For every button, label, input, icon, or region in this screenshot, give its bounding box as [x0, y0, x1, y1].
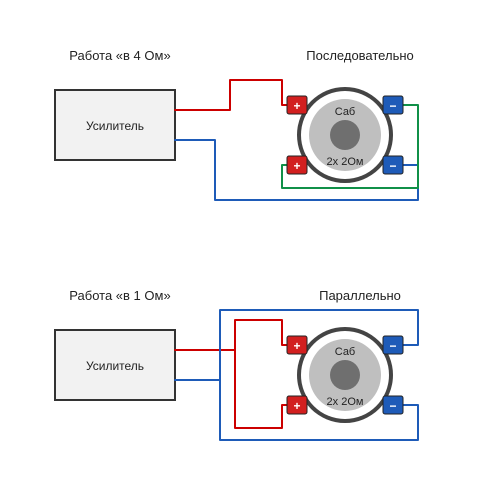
terminal-minus: −: [389, 159, 396, 173]
wire-pos-bottom: [235, 350, 297, 428]
wiring-diagram: Работа «в 4 Ом» Последовательно Усилитель С…: [55, 48, 418, 200]
terminal-plus: +: [293, 399, 300, 413]
wiring-diagram: Работа «в 1 Ом» Параллельно Усилитель Саб 2х…: [55, 288, 418, 440]
wire-amp-pos: [175, 80, 297, 110]
terminal-minus: −: [389, 99, 396, 113]
speaker-label-bottom: 2х 2Ом: [327, 156, 364, 168]
terminal-minus: −: [389, 339, 396, 353]
wiring-mode-label: Параллельно: [319, 288, 401, 303]
terminal-plus: +: [293, 159, 300, 173]
amplifier-label: Усилитель: [86, 119, 144, 133]
mode-label: Работа «в 4 Ом»: [69, 48, 170, 63]
amplifier-label: Усилитель: [86, 359, 144, 373]
wire-pos-top: [175, 320, 297, 350]
wiring-diagram-canvas: Работа «в 4 Ом» Последовательно Усилитель С…: [0, 0, 500, 500]
wiring-mode-label: Последовательно: [306, 48, 414, 63]
terminal-minus: −: [389, 399, 396, 413]
terminal-plus: +: [293, 99, 300, 113]
terminal-plus: +: [293, 339, 300, 353]
mode-label: Работа «в 1 Ом»: [69, 288, 170, 303]
speaker-label-top: Саб: [335, 106, 356, 118]
speaker-label-top: Саб: [335, 346, 356, 358]
speaker-label-bottom: 2х 2Ом: [327, 396, 364, 408]
